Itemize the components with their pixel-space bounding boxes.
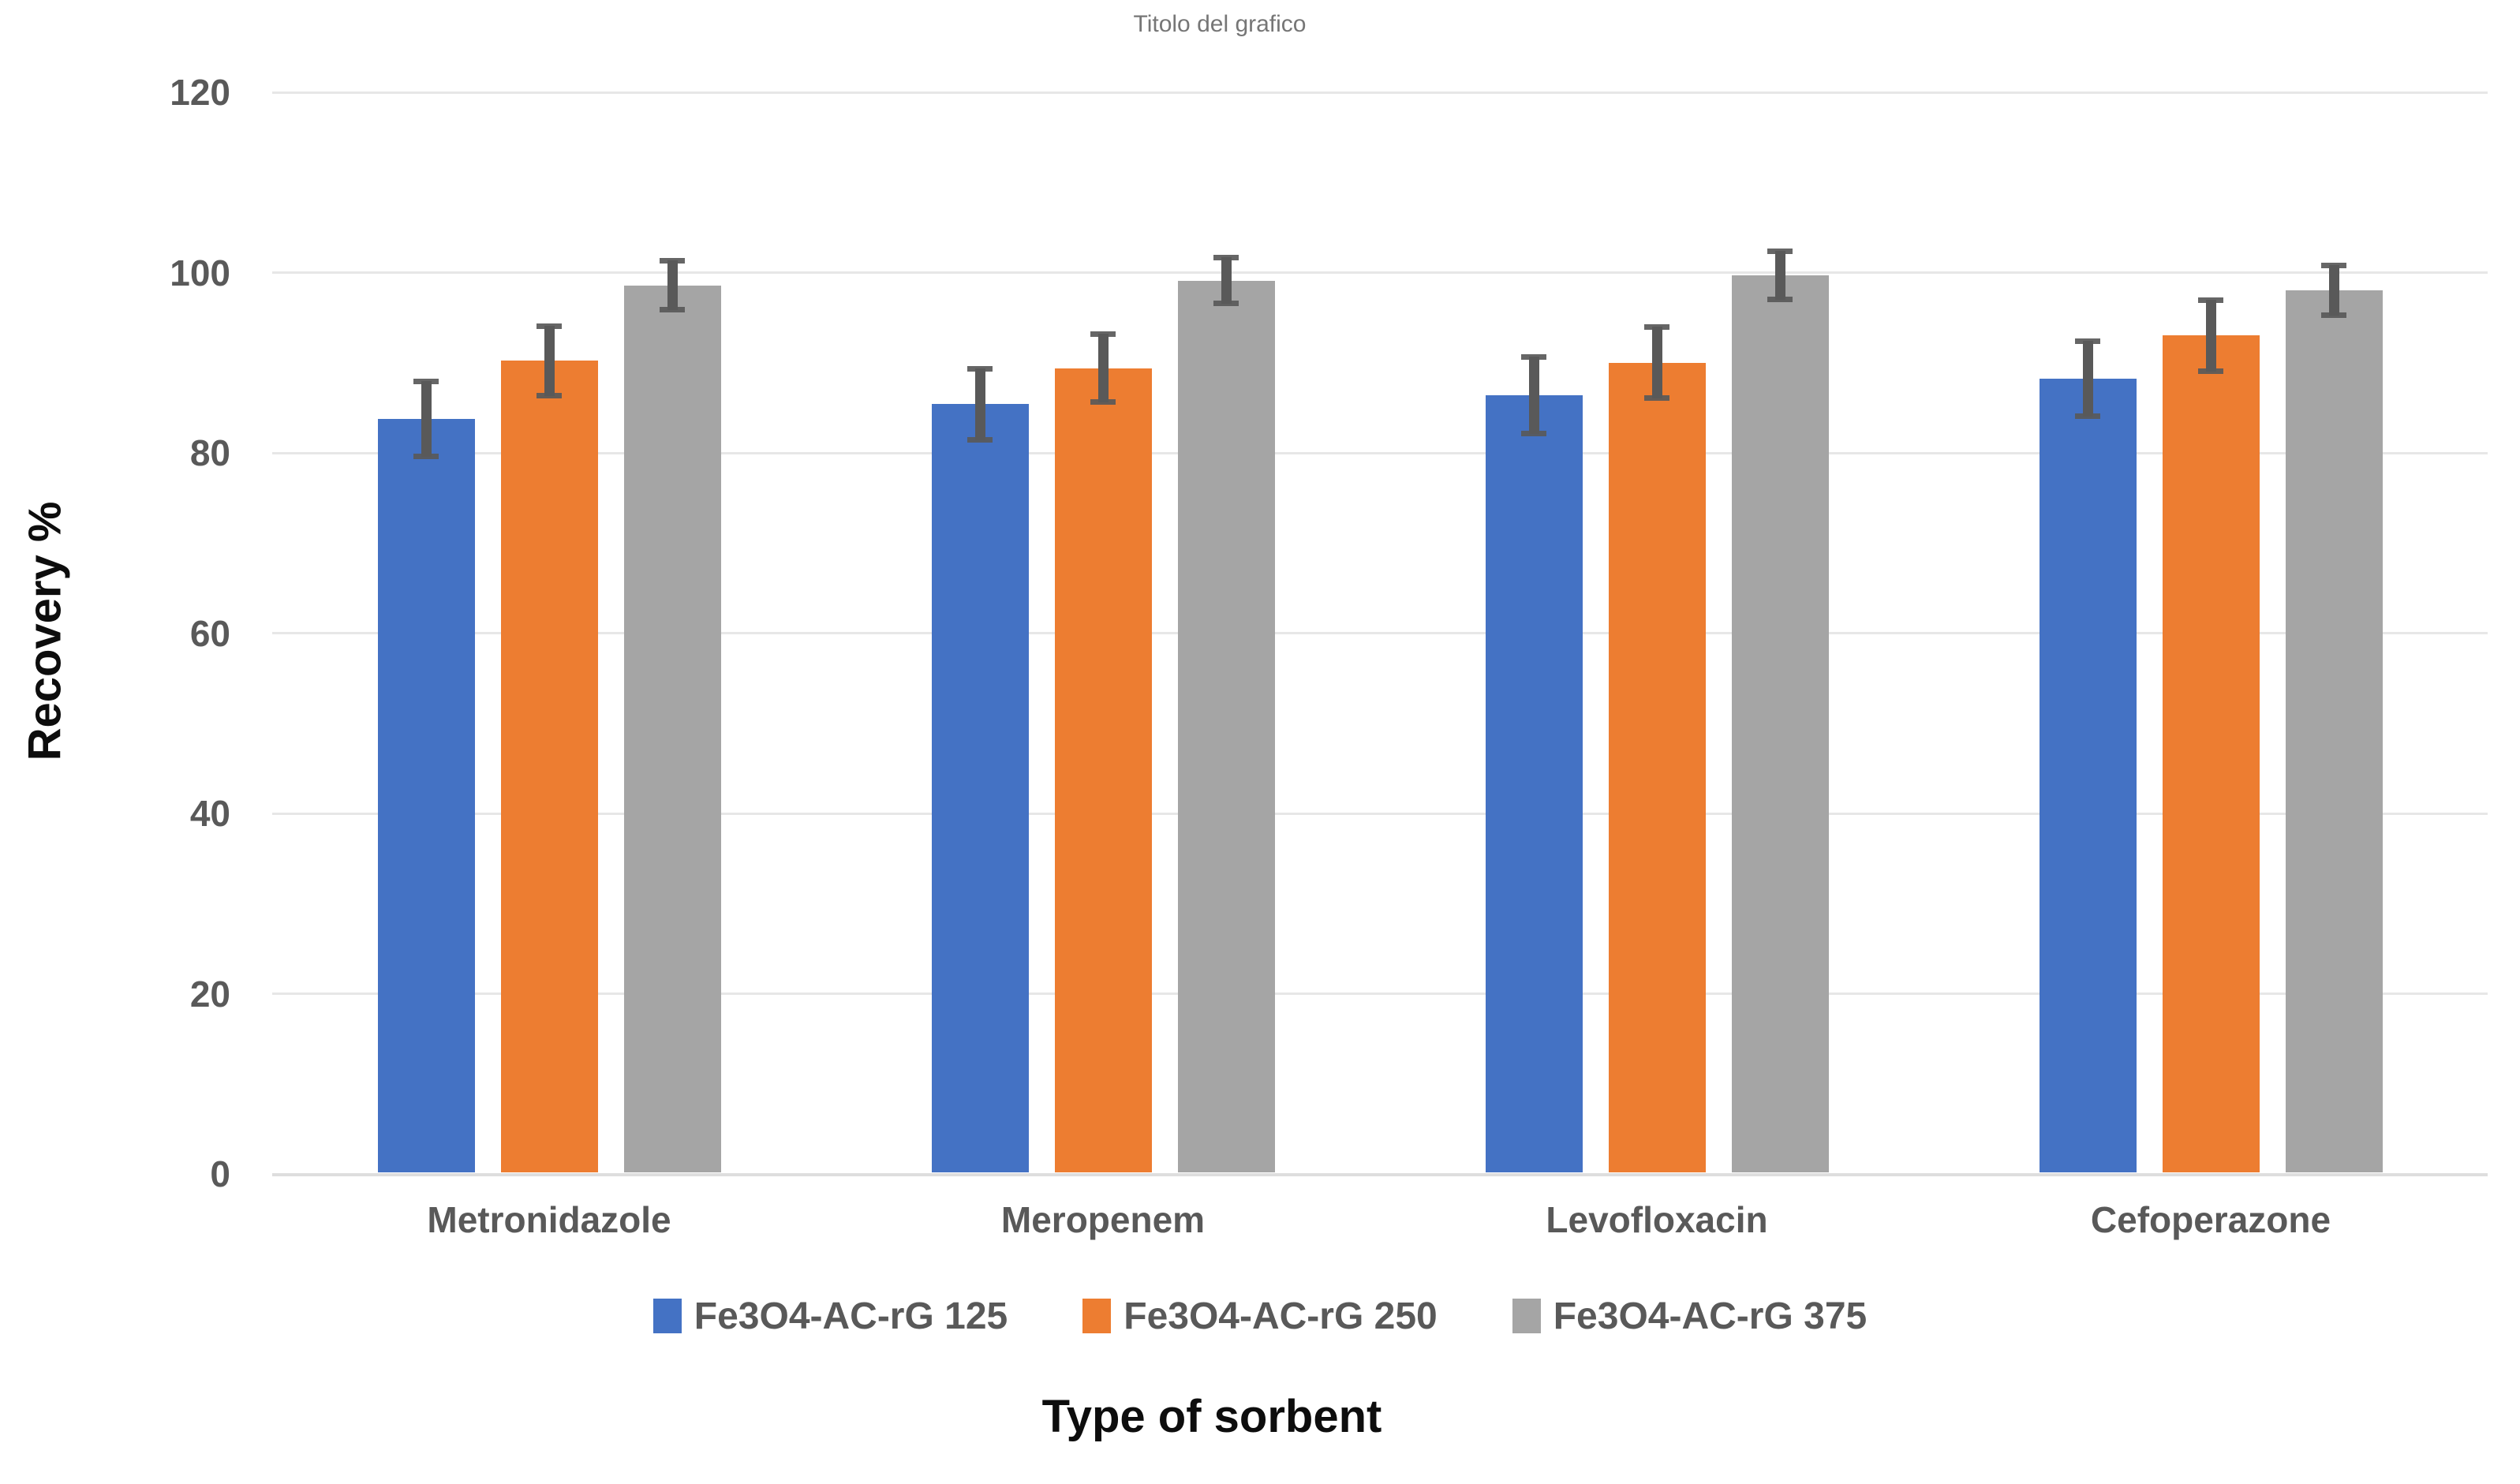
y-tick-label: 100 <box>170 252 230 293</box>
x-axis-title: Type of sorbent <box>1041 1391 1382 1442</box>
y-tick-label: 0 <box>210 1153 230 1194</box>
bar <box>1177 280 1275 1172</box>
gridline <box>272 632 2488 634</box>
error-bar-cap <box>1644 324 1669 331</box>
error-bar-cap <box>1213 255 1239 261</box>
error-bar-cap <box>2321 263 2346 269</box>
error-bar-cap <box>1767 296 1793 302</box>
legend-label: Fe3O4-AC-rG 375 <box>1553 1295 1868 1337</box>
category-label: Meropenem <box>1000 1199 1206 1240</box>
error-bar-cap <box>2198 297 2223 303</box>
error-bar <box>544 325 555 397</box>
error-bar-cap <box>1644 395 1669 402</box>
plot-area <box>272 91 2488 1176</box>
error-bar-cap <box>537 323 562 329</box>
bar <box>2285 290 2383 1172</box>
legend-label: Fe3O4-AC-rG 125 <box>694 1295 1008 1337</box>
chart-title: Titolo del grafico <box>1133 11 1307 37</box>
gridline <box>272 271 2488 274</box>
error-bar-cap <box>1213 301 1239 307</box>
bar <box>1485 394 1583 1172</box>
legend-label: Fe3O4-AC-rG 250 <box>1124 1295 1438 1337</box>
y-tick-label: 80 <box>189 432 230 473</box>
y-tick-label: 120 <box>170 72 230 113</box>
error-bar-cap <box>537 393 562 399</box>
gridline <box>272 451 2488 454</box>
error-bar <box>1097 334 1109 403</box>
error-bar-cap <box>2075 413 2100 420</box>
bar <box>500 361 598 1172</box>
error-bar-cap <box>967 437 993 443</box>
error-bar <box>1528 356 1539 434</box>
error-bar-cap <box>1521 353 1546 360</box>
y-tick-label: 20 <box>189 973 230 1015</box>
legend-item: Fe3O4-AC-rG 125 <box>652 1295 1008 1338</box>
error-bar <box>1651 327 1662 399</box>
y-tick-label: 40 <box>189 793 230 834</box>
x-axis-line <box>272 1172 2488 1176</box>
bar <box>1054 368 1152 1172</box>
legend: Fe3O4-AC-rG 125 Fe3O4-AC-rG 250 Fe3O4-AC-r… <box>0 1292 2520 1340</box>
bar <box>931 404 1029 1172</box>
error-bar-cap <box>1521 431 1546 436</box>
error-bar-cap <box>660 257 685 264</box>
legend-marker <box>1512 1299 1541 1333</box>
bar <box>2039 379 2137 1172</box>
error-bar <box>1774 251 1785 300</box>
category-label: Cefoperazone <box>2090 1199 2331 1240</box>
error-bar-cap <box>2198 368 2223 375</box>
legend-marker <box>652 1299 682 1333</box>
error-bar <box>974 368 985 440</box>
category-label: Metronidazole <box>427 1199 671 1240</box>
error-bar <box>2082 341 2093 417</box>
bar <box>1608 362 1706 1172</box>
bar <box>623 285 721 1172</box>
legend-item: Fe3O4-AC-rG 375 <box>1512 1295 1867 1338</box>
error-bar-cap <box>660 307 685 313</box>
legend-item: Fe3O4-AC-rG 250 <box>1082 1295 1438 1338</box>
error-bar <box>421 380 432 457</box>
y-tick-label: 60 <box>189 612 230 654</box>
error-bar <box>2328 265 2339 316</box>
error-bar <box>2205 299 2216 372</box>
error-bar <box>1221 257 1232 305</box>
gridline <box>272 91 2488 94</box>
bar <box>377 418 475 1172</box>
error-bar-cap <box>2321 312 2346 319</box>
bar <box>1731 275 1829 1172</box>
error-bar-cap <box>2075 338 2100 345</box>
error-bar-cap <box>1090 399 1116 406</box>
error-bar-cap <box>1767 249 1793 255</box>
error-bar-cap <box>967 365 993 372</box>
category-label: Levofloxacin <box>1546 1199 1768 1240</box>
error-bar <box>667 260 678 311</box>
error-bar-cap <box>413 378 439 384</box>
error-bar-cap <box>1090 331 1116 338</box>
gridline <box>272 992 2488 995</box>
bar <box>2162 335 2260 1172</box>
gridline <box>272 812 2488 815</box>
error-bar-cap <box>413 453 439 459</box>
legend-marker <box>1082 1299 1112 1333</box>
